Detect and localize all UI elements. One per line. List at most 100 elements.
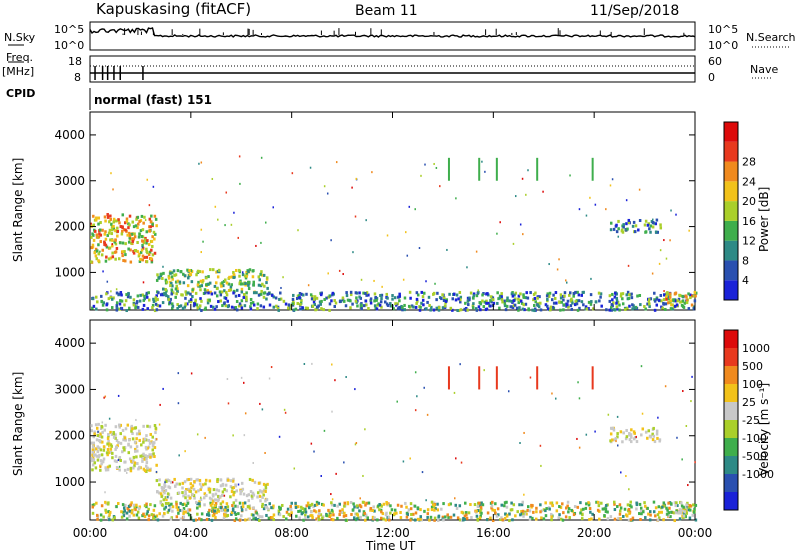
freq-panel xyxy=(89,55,696,83)
colorbar-tick: -25 xyxy=(742,414,760,427)
sparse-cell xyxy=(523,493,525,496)
scatter-cell xyxy=(183,480,187,484)
scatter-cell xyxy=(621,440,624,444)
scatter-cell xyxy=(661,306,664,310)
scatter-cell xyxy=(118,457,121,461)
scatter-cell xyxy=(318,517,321,521)
scatter-cell xyxy=(117,441,120,445)
sparse-cell xyxy=(625,475,627,478)
scatter-cell xyxy=(503,504,506,508)
scatter-cell xyxy=(436,291,439,295)
scatter-cell xyxy=(655,218,659,222)
scatter-cell xyxy=(527,307,530,311)
scatter-cell xyxy=(164,496,168,500)
scatter-cell xyxy=(200,518,203,522)
scatter-cell xyxy=(140,248,144,252)
scatter-cell xyxy=(315,296,319,300)
scatter-cell xyxy=(479,514,482,518)
scatter-cell xyxy=(480,511,483,515)
scatter-cell xyxy=(338,509,342,513)
scatter-cell xyxy=(588,507,592,511)
sparse-cell xyxy=(589,196,591,199)
scatter-cell xyxy=(622,431,625,435)
scatter-cell xyxy=(213,509,216,513)
scatter-cell xyxy=(574,290,577,294)
scatter-cell xyxy=(204,478,208,482)
scatter-cell xyxy=(115,219,118,223)
scatter-cell xyxy=(269,516,273,520)
scatter-cell xyxy=(141,258,145,262)
colorbar-tick: 500 xyxy=(742,360,763,373)
scatter-cell xyxy=(328,294,331,298)
sparse-cell xyxy=(352,251,354,254)
scatter-cell xyxy=(222,516,226,520)
scatter-cell xyxy=(627,218,631,222)
scatter-cell xyxy=(188,508,192,512)
sparse-cell xyxy=(320,475,322,478)
scatter-cell xyxy=(271,506,275,510)
scatter-cell xyxy=(479,507,483,511)
scatter-cell xyxy=(442,296,446,300)
scatter-cell xyxy=(95,216,98,220)
scatter-cell xyxy=(172,269,176,273)
scatter-cell xyxy=(416,517,420,521)
colorbar-segment xyxy=(724,330,738,348)
scatter-cell xyxy=(533,296,537,300)
cpid-text: normal (fast) 151 xyxy=(94,93,212,107)
scatter-cell xyxy=(100,462,103,466)
scatter-cell xyxy=(472,292,476,296)
scatter-cell xyxy=(381,512,385,516)
scatter-cell xyxy=(371,508,374,512)
scatter-cell xyxy=(133,447,137,451)
scatter-cell xyxy=(131,427,134,431)
scatter-cell xyxy=(94,247,98,251)
scatter-cell xyxy=(609,228,613,232)
scatter-cell xyxy=(184,290,187,294)
scatter-cell xyxy=(399,510,402,514)
scatter-cell xyxy=(681,294,684,298)
scatter-cell xyxy=(98,439,102,443)
scatter-cell xyxy=(310,297,314,301)
scatter-cell xyxy=(172,291,175,295)
sparse-cell xyxy=(564,279,567,282)
scatter-cell xyxy=(130,501,133,505)
scatter-cell xyxy=(212,488,216,492)
scatter-cell xyxy=(259,292,263,296)
scatter-cell xyxy=(145,502,148,506)
scatter-cell xyxy=(380,504,383,508)
scatter-cell xyxy=(107,231,111,235)
sparse-cell xyxy=(455,457,457,460)
scatter-cell xyxy=(96,434,100,438)
sparse-cell xyxy=(386,234,389,237)
scatter-cell xyxy=(302,293,305,297)
sparse-cell xyxy=(243,434,246,437)
scatter-cell xyxy=(98,232,101,236)
scatter-cell xyxy=(420,301,423,305)
scatter-cell xyxy=(673,304,677,308)
scatter-cell xyxy=(156,304,159,308)
sparse-cell xyxy=(420,174,422,177)
scatter-cell xyxy=(249,490,253,494)
scatter-cell xyxy=(153,446,157,450)
scatter-cell xyxy=(228,288,231,292)
scatter-cell xyxy=(178,508,182,512)
scatter-cell xyxy=(349,500,353,504)
scatter-cell xyxy=(619,517,622,521)
scatter-cell xyxy=(512,503,516,507)
scatter-cell xyxy=(196,502,199,506)
scatter-cell xyxy=(241,273,245,277)
scatter-cell xyxy=(452,513,456,517)
scatter-cell xyxy=(125,217,129,221)
scatter-cell xyxy=(218,495,222,499)
scatter-cell xyxy=(576,505,580,509)
scatter-cell xyxy=(243,293,246,297)
scatter-cell xyxy=(111,255,115,259)
scatter-cell xyxy=(169,297,172,301)
scatter-cell xyxy=(274,296,278,300)
velocity-panel xyxy=(89,319,739,523)
scatter-cell xyxy=(449,306,453,310)
scatter-cell xyxy=(622,223,625,227)
scatter-cell xyxy=(169,517,173,521)
scatter-cell xyxy=(249,297,253,301)
scatter-cell xyxy=(428,518,431,522)
